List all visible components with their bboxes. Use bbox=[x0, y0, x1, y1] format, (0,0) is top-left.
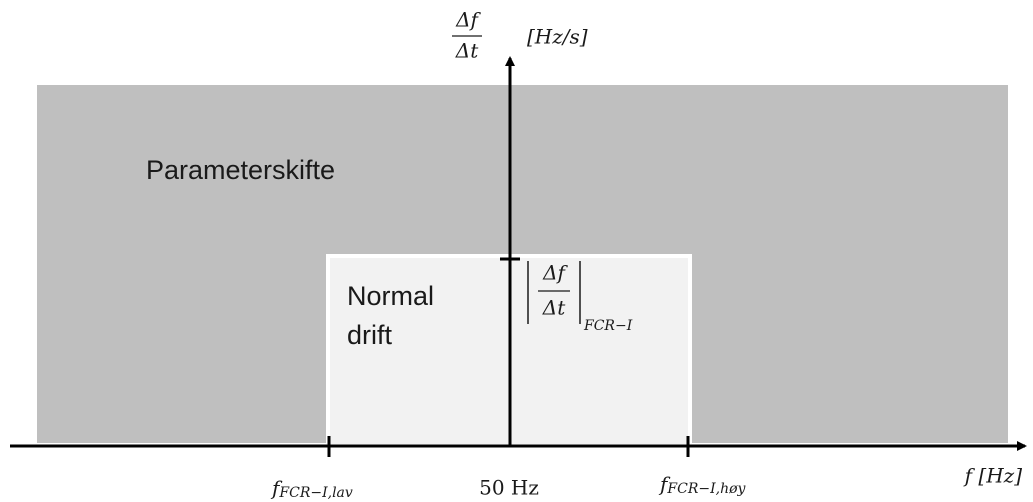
y-label-unit: [Hz/s] bbox=[527, 25, 588, 49]
threshold-subscript: FCR−I bbox=[583, 318, 633, 334]
label-sub: FCR−I,høy bbox=[666, 481, 746, 497]
x-label-high: fFCR−I,høy bbox=[658, 472, 747, 498]
region-label: Parameterskifte bbox=[146, 155, 335, 185]
threshold-numerator: Δf bbox=[542, 261, 568, 285]
threshold-denominator: Δt bbox=[542, 296, 566, 320]
y-label-denominator: Δt bbox=[455, 39, 479, 63]
region-label: drift bbox=[347, 320, 393, 350]
x-label-low: fFCR−I,lav bbox=[270, 476, 353, 502]
x-axis-label: f [Hz] bbox=[963, 464, 1023, 488]
label-sub: FCR−I,lav bbox=[278, 485, 353, 501]
x-label-center: 50 Hz bbox=[479, 476, 539, 500]
region-label: Normal bbox=[347, 281, 434, 311]
y-label-numerator: Δf bbox=[455, 8, 481, 32]
